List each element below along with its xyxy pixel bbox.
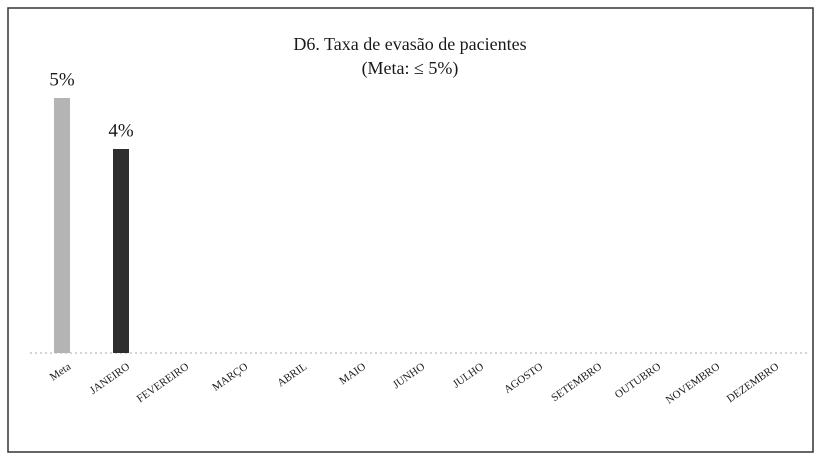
bar: [113, 149, 129, 353]
value-label: 5%: [49, 69, 75, 90]
chart-frame: [7, 7, 814, 453]
chart-title: D6. Taxa de evasão de pacientes: [293, 34, 526, 54]
value-label: 4%: [108, 120, 134, 141]
chart-subtitle: (Meta: ≤ 5%): [362, 58, 459, 79]
bar: [54, 98, 70, 353]
